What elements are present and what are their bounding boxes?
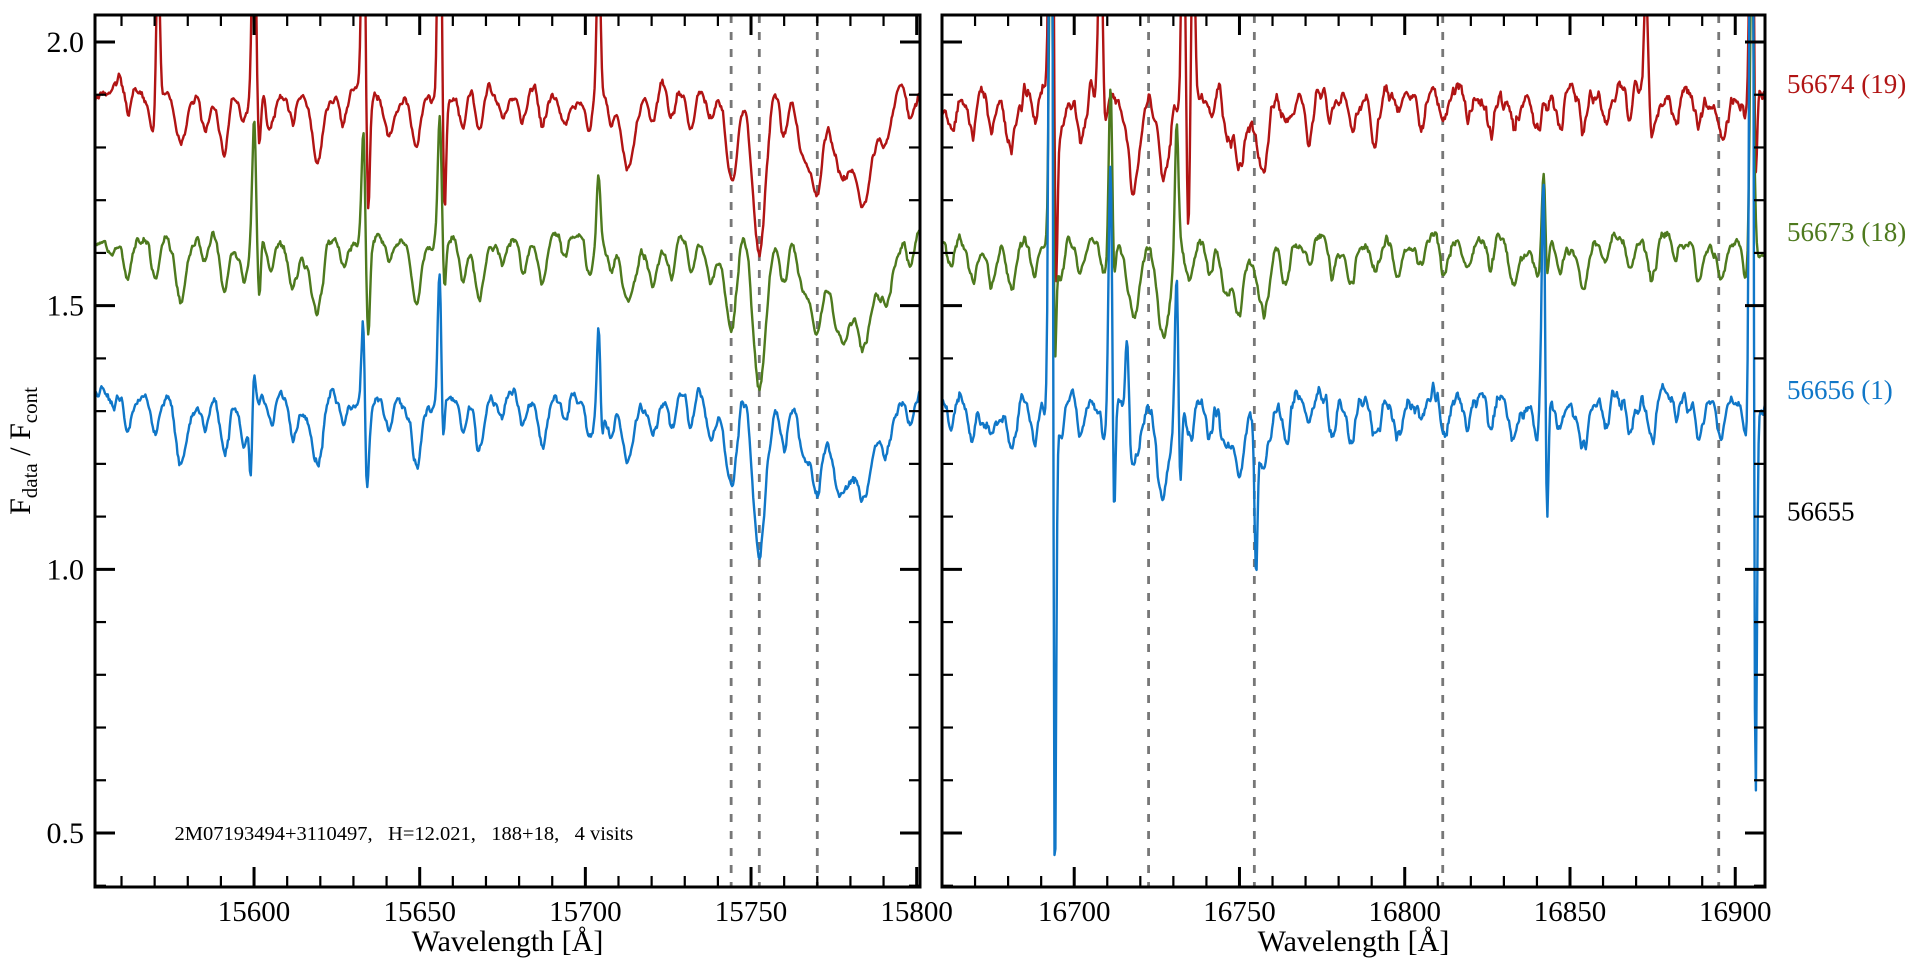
x-tick-label: 15800: [880, 896, 953, 928]
x-tick-label: 16900: [1699, 896, 1772, 928]
spectrum-56674-left: [95, 15, 920, 258]
visit-label-56673: 56673 (18): [1787, 217, 1906, 247]
star-annotation: 2M07193494+3110497, H=12.021, 188+18, 4 …: [175, 823, 634, 845]
spectrum-56673-left: [95, 114, 920, 392]
x-axis-title: Wavelength [Å]: [1258, 925, 1450, 958]
panel-frame: [93, 13, 922, 889]
x-tick-label: 16800: [1368, 896, 1441, 928]
right-panel: 16700 16750 16800 16850 16900 Wavelength [Å]: [940, 13, 1772, 958]
spectrum-56674-right: [942, 15, 1765, 283]
y-tick-label: 2.0: [47, 26, 85, 59]
y-tick-label: 1.0: [47, 553, 85, 586]
x-tick-label: 16750: [1203, 896, 1276, 928]
spectrum-56673-right: [942, 15, 1765, 358]
spectrum-56656-right: [942, 15, 1765, 857]
visit-label-56656: 56656 (1): [1787, 375, 1893, 405]
left-panel: 15600 15650 15700 15750 15800 Wavelength [Å]: [93, 13, 953, 958]
visit-label-56674: 56674 (19): [1787, 69, 1906, 99]
y-tick-label: 0.5: [47, 817, 85, 850]
x-tick-label: 15600: [218, 896, 291, 928]
x-tick-label: 16700: [1038, 896, 1111, 928]
x-tick-label: 15750: [715, 896, 788, 928]
x-axis-title: Wavelength [Å]: [412, 925, 604, 958]
x-tick-label: 15650: [383, 896, 456, 928]
visit-label-56655: 56655: [1787, 496, 1855, 526]
x-tick-label: 15700: [549, 896, 622, 928]
panel-frame: [940, 13, 1767, 889]
y-tick-label: 1.5: [47, 290, 85, 323]
spectrum-56656-left: [95, 273, 920, 560]
x-tick-label: 16850: [1534, 896, 1607, 928]
y-axis-title: Fdata / Fcont: [4, 387, 42, 515]
